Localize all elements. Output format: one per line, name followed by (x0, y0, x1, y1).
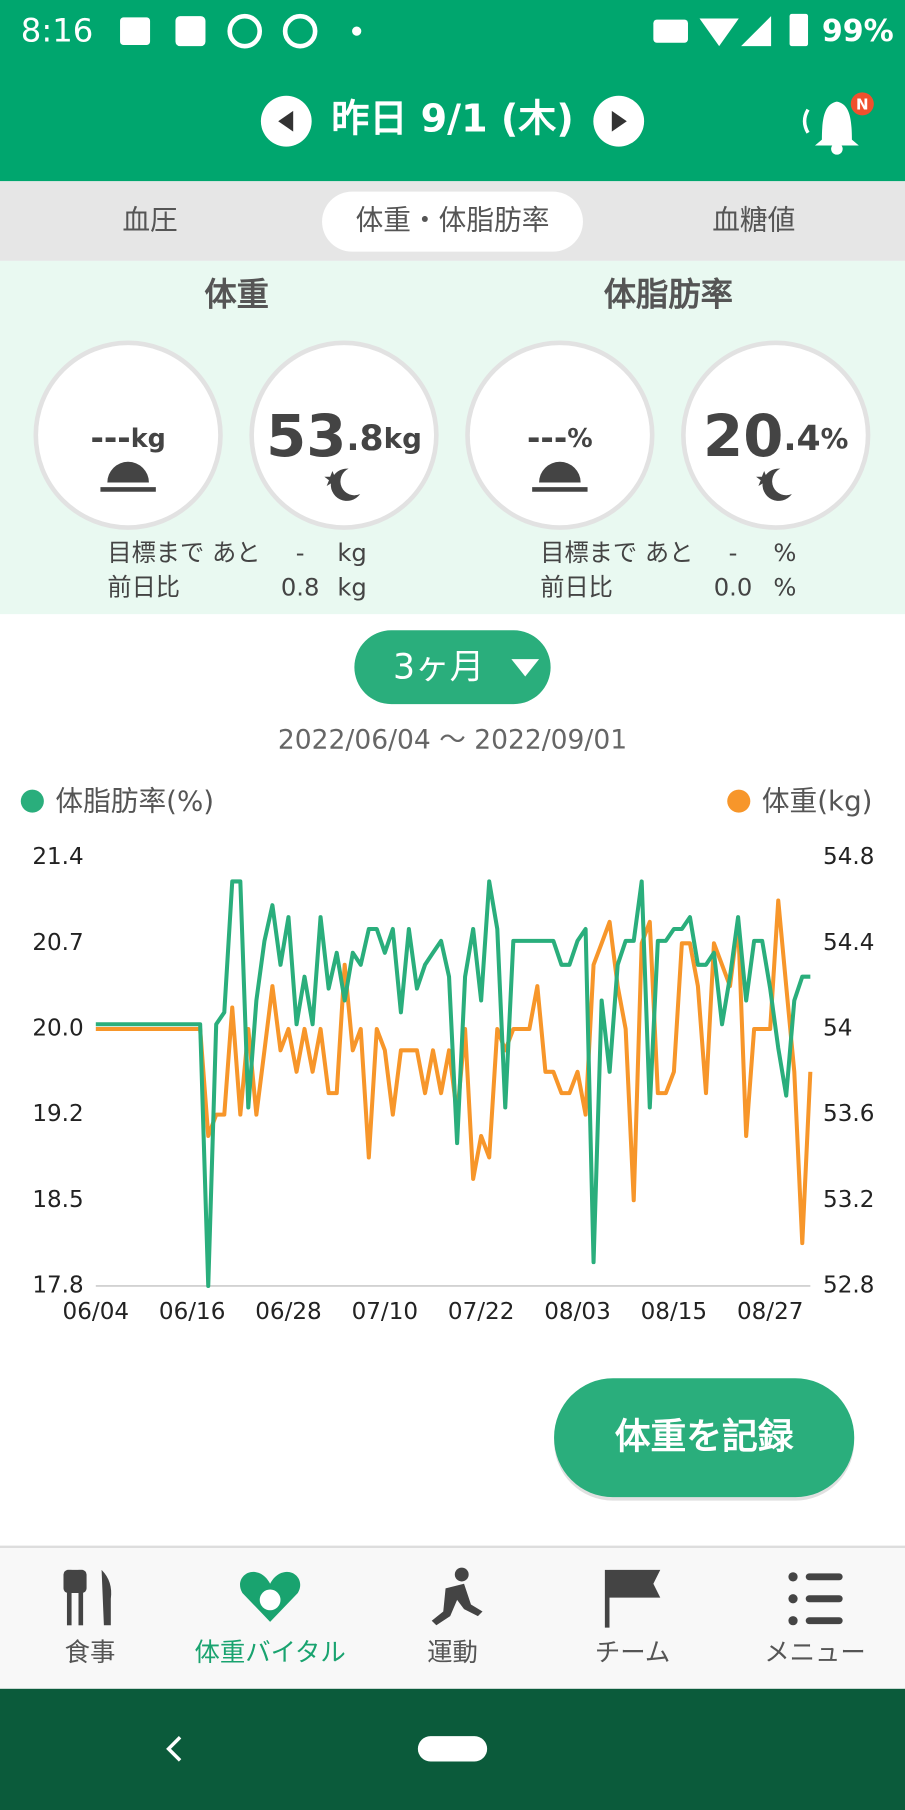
dropdown-arrow (511, 659, 540, 677)
moon-icon (762, 468, 792, 501)
date-title: 昨日 9/1 (木) (331, 97, 573, 141)
sun (539, 461, 581, 483)
stat-number: - (729, 538, 738, 567)
star-icon (324, 470, 341, 486)
nav-item[interactable]: 体重バイタル (194, 1637, 345, 1667)
unit: kg (131, 423, 166, 453)
tab[interactable]: 血糖値 (712, 204, 795, 237)
badge: N (856, 96, 869, 114)
stat-value: 53.8kg (266, 401, 422, 469)
stat-value: 20.4% (703, 401, 848, 469)
x-tick-label: 08/27 (737, 1299, 804, 1325)
sun (107, 461, 149, 483)
y2-tick-label: 53.6 (823, 1101, 874, 1127)
stat-circle (681, 340, 871, 530)
stat-circle (249, 340, 439, 530)
stat-number: 0.8 (281, 573, 320, 602)
stat-label: 目標まで あと (540, 538, 693, 567)
date-range: 2022/06/04 〜 2022/09/01 (278, 725, 627, 756)
stat-label: 前日比 (540, 573, 613, 602)
legend-dot (20, 789, 44, 813)
stat-label: 前日比 (107, 573, 180, 602)
nav-item[interactable]: 運動 (427, 1637, 478, 1667)
stat-unit: % (773, 573, 796, 602)
sun-icon (100, 461, 156, 492)
unit: % (821, 422, 849, 455)
y2-tick-label: 54.8 (823, 844, 874, 870)
header-bg (0, 0, 905, 182)
nav-item[interactable]: メニュー (764, 1637, 865, 1667)
x-tick-label: 06/28 (255, 1299, 322, 1325)
y2-tick-label: 53.2 (823, 1187, 874, 1213)
stat-label: 目標まで あと (107, 538, 260, 567)
y-tick-label: 18.5 (32, 1187, 83, 1213)
next-day[interactable] (593, 95, 645, 147)
unit: % (567, 423, 592, 453)
y2-tick-label: 54 (823, 1015, 852, 1041)
stat-value: ---kg (90, 419, 165, 457)
x-tick-label: 07/22 (448, 1299, 515, 1325)
nav-item[interactable]: チーム (595, 1637, 670, 1667)
stat-title: 体脂肪率 (604, 276, 733, 314)
star-icon (756, 470, 773, 486)
value: --- (90, 419, 130, 457)
x-tick-label: 08/03 (544, 1299, 611, 1325)
value: 20 (703, 401, 783, 469)
y-tick-label: 21.4 (32, 844, 83, 870)
x-tick-label: 06/16 (159, 1299, 226, 1325)
value: 53 (266, 401, 346, 469)
period: 3ヶ月 (393, 647, 484, 687)
unit: kg (384, 422, 422, 455)
y-tick-label: 17.8 (32, 1272, 83, 1298)
stat-circle (33, 340, 223, 530)
legend-label: 体脂肪率(%) (55, 784, 214, 817)
back-button[interactable] (166, 1736, 182, 1762)
y2-tick-label: 52.8 (823, 1272, 874, 1298)
stat-number: - (296, 538, 305, 567)
nav-item[interactable]: 食事 (65, 1637, 116, 1667)
y-tick-label: 19.2 (32, 1101, 83, 1127)
stat-unit: kg (337, 538, 366, 567)
nav-bg (0, 1546, 905, 1689)
value: --- (527, 419, 567, 457)
y-tick-label: 20.0 (32, 1015, 83, 1041)
prev-day[interactable] (260, 95, 312, 147)
nav-icons (63, 1567, 843, 1628)
stat-number: 0.0 (714, 573, 753, 602)
tab[interactable]: 血圧 (122, 204, 177, 237)
stat-unit: % (773, 538, 796, 567)
sun-icon (532, 461, 588, 492)
battery: 99% (822, 14, 894, 49)
legend-label: 体重(kg) (762, 784, 873, 817)
bell[interactable] (802, 92, 874, 155)
home-button[interactable] (417, 1736, 488, 1762)
tab[interactable]: 体重・体脂肪率 (356, 204, 550, 237)
stat-value: ---% (527, 419, 593, 457)
x-tick-label: 08/15 (641, 1299, 708, 1325)
horizon (100, 487, 156, 492)
record-button[interactable] (554, 1378, 855, 1498)
x-tick-label: 07/10 (352, 1299, 419, 1325)
status-icons (120, 13, 809, 49)
stat-unit: kg (337, 573, 366, 602)
clock: 8:16 (21, 11, 94, 49)
stat-circle (465, 340, 655, 530)
tab-active (322, 191, 583, 252)
fraction: .4 (783, 419, 820, 459)
fraction: .8 (346, 419, 383, 459)
legend-dot (727, 789, 751, 813)
series-line (95, 879, 811, 1288)
record-label: 体重を記録 (615, 1416, 794, 1457)
x-tick-label: 06/04 (63, 1299, 130, 1325)
y2-tick-label: 54.4 (823, 930, 874, 956)
stat-title: 体重 (204, 276, 269, 314)
y-tick-label: 20.7 (32, 930, 83, 956)
moon-icon (330, 468, 361, 501)
horizon (532, 487, 588, 492)
period-select[interactable] (354, 630, 551, 705)
